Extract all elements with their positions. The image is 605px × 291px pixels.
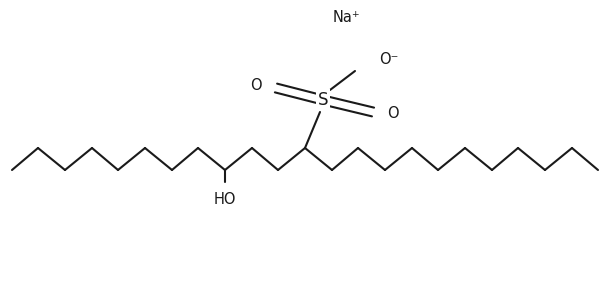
Text: O: O — [250, 79, 262, 93]
Text: S: S — [318, 91, 329, 109]
Text: Na⁺: Na⁺ — [333, 10, 361, 26]
Text: O: O — [387, 107, 399, 122]
Text: HO: HO — [214, 192, 236, 207]
Text: O⁻: O⁻ — [379, 52, 398, 67]
